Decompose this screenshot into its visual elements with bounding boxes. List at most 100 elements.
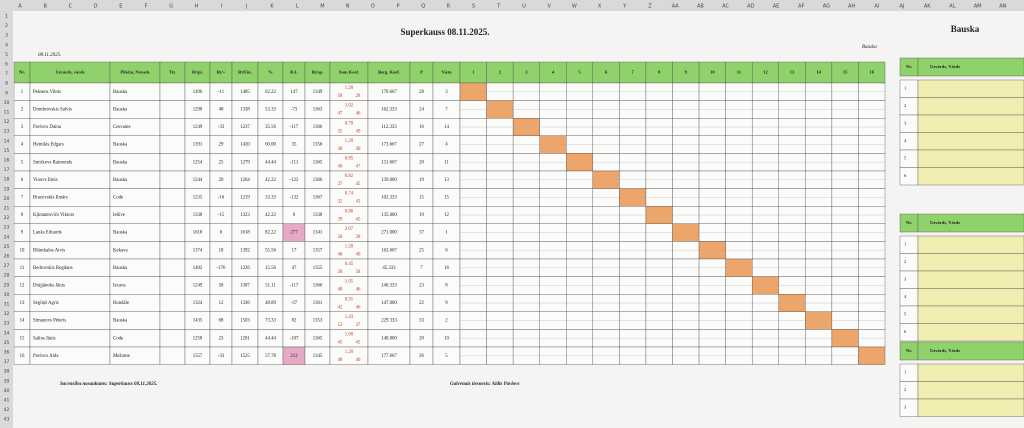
row-number: 22	[4, 215, 10, 221]
cell-text: 9	[445, 301, 448, 306]
cell-text: 6	[445, 248, 448, 253]
cell-text: 0	[293, 213, 296, 218]
side-cell	[917, 97, 1024, 116]
cell-text: 44.44	[265, 336, 276, 341]
cell-text: 58	[338, 94, 343, 99]
side-number: 5	[904, 312, 907, 317]
row-number: 4	[5, 42, 8, 48]
cell-text: 2	[21, 107, 24, 112]
column-letter: I	[221, 4, 222, 10]
cell-text: 16	[419, 125, 424, 130]
row-number: 32	[4, 311, 10, 317]
cell-text: 1338	[240, 107, 250, 112]
row-number: 37	[4, 359, 10, 365]
cell	[159, 223, 186, 242]
cell-text: -33	[218, 125, 225, 130]
cell-text: 0.85	[345, 156, 354, 161]
cell-text: 3	[21, 125, 24, 130]
column-letter: R	[447, 4, 451, 10]
cell-text: 46	[356, 288, 361, 293]
column-letter: Q	[421, 4, 425, 10]
column-letter: D	[94, 4, 98, 10]
cell-text: 60.00	[265, 143, 276, 148]
cell-text: 39	[338, 217, 343, 222]
cell-text: Peksens Vilnis	[33, 90, 61, 95]
cell-text: Bauska	[113, 90, 128, 95]
cell-text: 23	[419, 283, 424, 288]
cell-text: Drājjānoks Jānis	[33, 283, 65, 288]
cell-text: 15	[444, 195, 449, 200]
side-number: 4	[904, 138, 907, 143]
column-letter: P	[396, 4, 399, 10]
cell-text: 12	[444, 213, 449, 218]
cell-text: 1.20	[345, 350, 354, 355]
cell-text: 45.333	[382, 266, 396, 271]
side-cell	[899, 167, 919, 186]
cell-text: 162.333	[381, 107, 397, 112]
cell-text: 5	[21, 160, 24, 165]
cell-text: 29	[219, 143, 224, 148]
row-number: 39	[4, 378, 10, 384]
cell-text: 42.22	[265, 178, 276, 183]
cell-text: 28	[338, 270, 343, 275]
column-letter: V	[547, 4, 551, 10]
header-text: Rt/Fin.	[238, 70, 252, 75]
side-cell	[917, 270, 1024, 289]
cell	[159, 153, 186, 172]
cell-text: 0.91	[345, 297, 354, 302]
cell	[159, 188, 186, 207]
side-cell	[899, 79, 919, 98]
cell	[159, 346, 186, 365]
row-number: 9	[5, 90, 8, 96]
cell-text: 2.07	[345, 227, 354, 232]
side-header-text: Uzvārds, Vārds	[930, 220, 960, 225]
cell-text: 1353	[313, 319, 323, 324]
header-text: Berg. Koef.	[378, 70, 400, 75]
cell-text: 0.45	[345, 262, 354, 267]
footer-judge: Galvenais tiesnesis: Aldis Pavlovs	[450, 382, 519, 387]
cell-text: 1226	[240, 266, 250, 271]
cell	[159, 329, 186, 348]
row-number: 19	[4, 186, 10, 192]
column-letter: AN	[999, 4, 1006, 10]
row-number: 13	[4, 129, 10, 135]
side-cell	[899, 323, 919, 342]
cell-text: 1264	[240, 178, 250, 183]
cell-text: 1279	[240, 160, 250, 165]
column-letter: Y	[622, 4, 627, 10]
cell	[159, 311, 186, 330]
cell-text: 1244	[193, 178, 203, 183]
round-header-text: 16	[869, 70, 874, 75]
column-letter: AL	[949, 4, 955, 10]
side-number: 3	[904, 405, 907, 410]
cell	[159, 258, 186, 277]
side-header-cell	[917, 213, 1024, 233]
cell-text: Simanovs Pēteris	[33, 319, 66, 324]
side-number: 1	[904, 242, 906, 247]
side-cell	[899, 149, 919, 168]
cell-text: 1.00	[345, 332, 354, 337]
cell-text: 48	[219, 107, 224, 112]
city-label: Bauska	[862, 45, 877, 50]
column-letter: AJ	[900, 4, 905, 10]
cell-text: -15	[218, 213, 225, 218]
cell-text: 51.11	[265, 283, 276, 288]
cell-text: 12	[219, 301, 224, 306]
cell-text: 1254	[193, 160, 203, 165]
row-number: 15	[4, 148, 10, 154]
cell-text: -33	[218, 354, 225, 359]
cell-text: -176	[217, 266, 226, 271]
cell-text: 28	[419, 90, 424, 95]
cell-text: Bauska	[113, 231, 128, 236]
cell-text: 1366	[313, 178, 323, 183]
cell-text: -117	[290, 125, 299, 130]
footer-competition: Sacensību nosaukums: Superkauss 08.11.20…	[60, 382, 158, 387]
round-header-text: 15	[843, 70, 848, 75]
column-letter: W	[572, 4, 577, 10]
row-number: 7	[5, 71, 8, 77]
cell-text: Bedrovskis Bogdans	[33, 266, 73, 271]
cell-text: 1435	[193, 319, 203, 324]
column-letter: M	[320, 4, 324, 10]
cell-text: Lauks Eduards	[33, 231, 62, 236]
cell	[159, 170, 186, 189]
